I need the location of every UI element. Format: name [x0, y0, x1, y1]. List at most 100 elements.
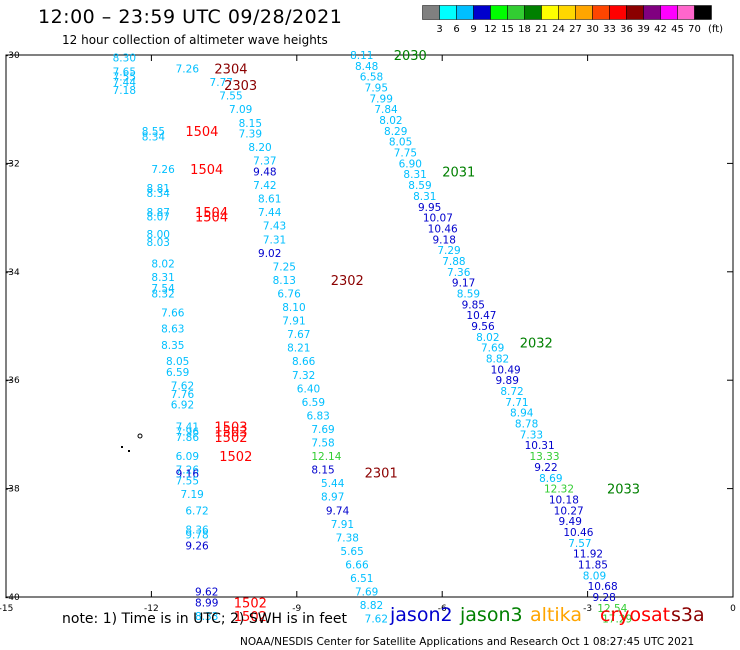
pass-time-label: 2032	[520, 336, 553, 351]
swh-value-label: 9.22	[534, 462, 557, 474]
swh-value-label: 7.69	[481, 343, 504, 355]
y-tick-label: -34	[5, 268, 20, 278]
swh-value-label: 6.76	[277, 288, 301, 300]
pass-time-label: 1502	[214, 431, 247, 446]
swh-value-label: 10.46	[428, 223, 458, 235]
swh-value-label: 8.05	[166, 356, 189, 368]
swh-value-label: 9.49	[559, 516, 582, 528]
swh-value-label: 9.18	[433, 234, 456, 246]
swh-value-label: 7.26	[151, 164, 175, 176]
swh-value-label: 6.40	[297, 383, 320, 395]
swh-value-label: 9.62	[195, 587, 218, 599]
swh-value-label: 7.09	[229, 104, 252, 116]
y-tick-label: -36	[5, 376, 20, 386]
island-mark	[137, 433, 143, 439]
swh-value-label: 8.21	[287, 343, 310, 355]
swh-value-label: 7.96	[176, 427, 200, 439]
swh-value-label: 8.55	[142, 126, 165, 138]
page-title: 12:00 – 23:59 UTC 09/28/2021	[38, 6, 343, 28]
swh-value-label: 9.48	[253, 167, 276, 179]
x-tick-label: -9	[292, 604, 301, 614]
scale-label: 9	[470, 24, 476, 35]
swh-value-label: 6.83	[306, 410, 329, 422]
swh-value-label: 7.62	[365, 614, 388, 626]
swh-value-label: 8.31	[403, 169, 426, 181]
swh-value-label: 8.34	[142, 131, 166, 143]
y-tick-label: -38	[5, 485, 20, 495]
x-tick-label: -6	[438, 604, 447, 614]
swh-value-label: 8.15	[311, 465, 334, 477]
swh-value-label: 9.56	[471, 321, 495, 333]
swh-value-label: 8.31	[413, 191, 436, 203]
swh-value-label: 7.31	[263, 234, 286, 246]
swh-value-label: 8.69	[539, 473, 562, 485]
scale-label: 39	[637, 24, 650, 35]
x-tick-label: -12	[144, 604, 159, 614]
swh-value-label: 7.91	[282, 316, 305, 328]
pass-time-label: 1502	[234, 596, 267, 611]
swh-value-label: 9.89	[496, 375, 519, 387]
swh-value-label: 8.59	[408, 180, 431, 192]
swh-value-label: 9.02	[258, 248, 281, 260]
swh-value-label: 7.99	[370, 93, 393, 105]
swh-value-label: 7.95	[365, 83, 388, 95]
swh-value-label: 5.65	[340, 546, 363, 558]
scale-label: 27	[569, 24, 582, 35]
swh-value-label: 8.59	[457, 288, 480, 300]
swh-value-label: 8.10	[282, 302, 305, 314]
swh-value-label: 7.57	[568, 538, 591, 550]
swh-value-label: 5.44	[321, 478, 345, 490]
swh-value-label: 9.26	[185, 541, 209, 553]
swh-value-label: 6.92	[171, 400, 194, 412]
swh-value-label: 8.48	[355, 61, 378, 73]
legend-altika: altika	[530, 604, 582, 626]
scale-label: 6	[453, 24, 459, 35]
swh-value-label: 10.31	[525, 440, 555, 452]
legend-jason2: jason2	[390, 604, 453, 626]
scale-label: 12	[484, 24, 497, 35]
swh-value-label: 7.41	[176, 421, 199, 433]
swh-value-label: 7.62	[171, 381, 194, 393]
swh-value-label: 6.66	[345, 559, 369, 571]
swh-value-label: 6.72	[185, 505, 208, 517]
swh-value-label: 8.31	[151, 272, 174, 284]
swh-value-label: 8.05	[389, 137, 412, 149]
credit-line: NOAA/NESDIS Center for Satellite Applica…	[240, 636, 695, 648]
swh-value-label: 7.25	[273, 261, 296, 273]
swh-value-label: 8.09	[583, 570, 606, 582]
swh-value-label: 9.74	[326, 505, 350, 517]
swh-value-label: 7.77	[210, 77, 233, 89]
swh-value-label: 12.54	[597, 603, 627, 615]
scale-label: 70	[688, 24, 701, 35]
y-tick-label: -30	[5, 51, 20, 61]
swh-value-label: 7.71	[505, 397, 528, 409]
pass-time-label: 2030	[394, 49, 427, 64]
swh-value-label: 8.02	[476, 332, 499, 344]
island-mark	[128, 450, 130, 452]
swh-value-label: 9.28	[592, 592, 615, 604]
swh-value-label: 7.55	[113, 72, 136, 84]
swh-value-label: 8.78	[515, 419, 538, 431]
swh-value-label: 11.92	[573, 549, 603, 561]
scale-label: 36	[620, 24, 633, 35]
swh-value-label: 17.29	[602, 614, 632, 626]
swh-value-label: 7.39	[239, 129, 262, 141]
swh-value-label: 7.54	[151, 283, 175, 295]
legend-s3a: s3a	[671, 604, 705, 626]
swh-value-label: 8.13	[273, 275, 296, 287]
legend-cryosat: cryosat	[600, 604, 671, 626]
swh-value-label: 8.82	[360, 600, 383, 612]
swh-value-label: 8.20	[248, 142, 271, 154]
swh-value-label: 7.29	[437, 245, 460, 257]
pass-time-label: 1503	[214, 426, 247, 441]
swh-value-label: 7.43	[263, 221, 286, 233]
swh-value-label: 6.59	[302, 397, 325, 409]
swh-value-label: 8.32	[151, 288, 174, 300]
scale-label: 18	[518, 24, 531, 35]
swh-value-label: 6.59	[166, 367, 189, 379]
y-tick-label: -40	[5, 593, 20, 603]
pass-time-label: 2303	[224, 79, 257, 94]
swh-value-label: 8.72	[500, 386, 523, 398]
swh-value-label: 7.75	[394, 148, 417, 160]
